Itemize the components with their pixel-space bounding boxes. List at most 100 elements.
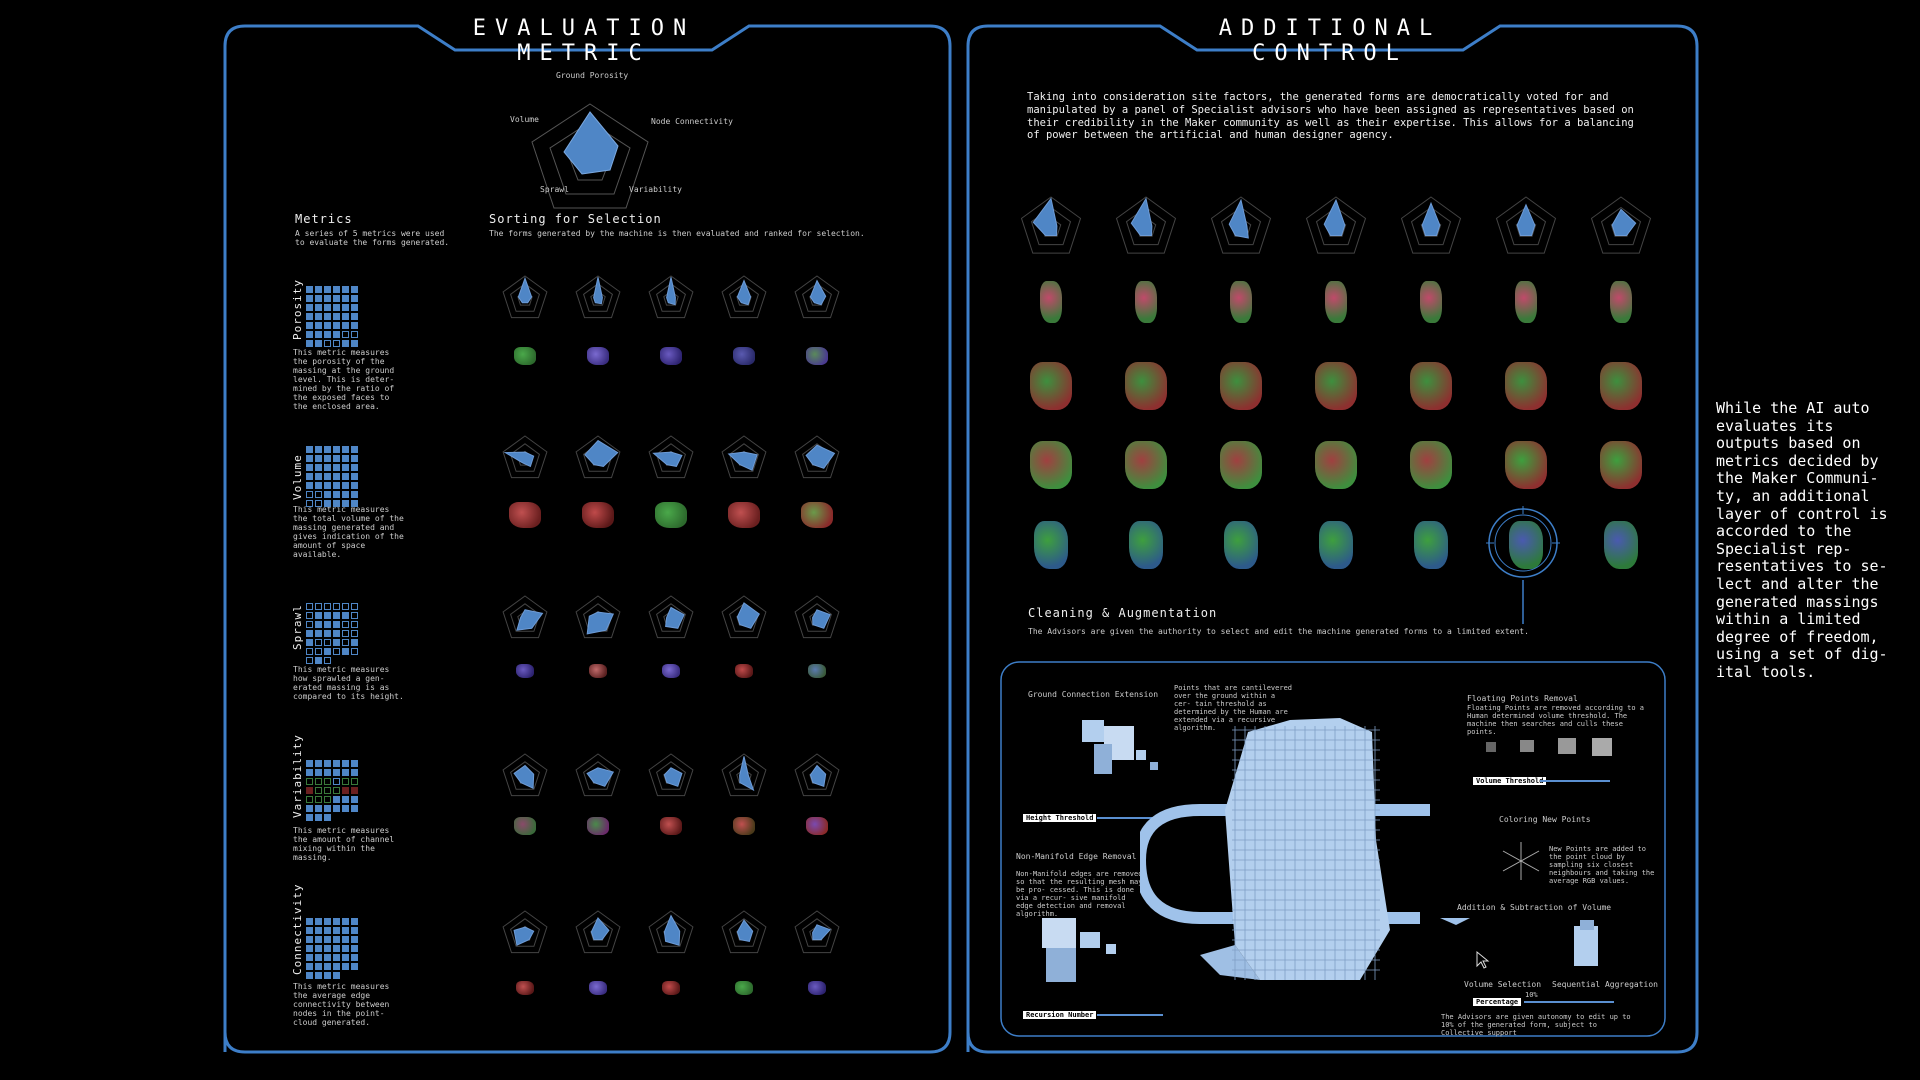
recursion-number-slider[interactable] xyxy=(1097,1014,1163,1016)
mini-radar-chart xyxy=(721,595,767,639)
tool-coloring-title: Coloring New Points xyxy=(1499,815,1591,824)
volume-threshold-label: Volume Threshold xyxy=(1473,777,1547,785)
metric-icon-grid xyxy=(306,286,358,347)
mini-radar-chart xyxy=(1400,196,1462,254)
mini-radar-chart xyxy=(648,910,694,954)
massing-thumbnail[interactable] xyxy=(660,817,682,835)
massing-thumbnail[interactable] xyxy=(801,502,833,528)
massing-thumbnail[interactable] xyxy=(806,817,828,835)
mini-radar-chart xyxy=(575,275,621,319)
massing-thumbnail[interactable] xyxy=(1509,521,1543,569)
massing-thumbnail[interactable] xyxy=(589,981,607,996)
massing-thumbnail[interactable] xyxy=(1420,281,1442,323)
intro-text: Taking into consideration site factors, … xyxy=(1027,91,1634,142)
massing-thumbnail[interactable] xyxy=(1030,441,1072,489)
massing-thumbnail[interactable] xyxy=(516,664,534,679)
radar-label-ground-porosity: Ground Porosity xyxy=(556,71,629,80)
mini-radar-chart xyxy=(575,753,621,797)
massing-thumbnail[interactable] xyxy=(728,502,760,528)
coloring-neighbours-icon xyxy=(1502,842,1540,880)
height-threshold-label: Height Threshold xyxy=(1023,814,1097,822)
massing-thumbnail[interactable] xyxy=(733,817,755,835)
massing-thumbnail[interactable] xyxy=(514,347,536,365)
percentage-value: 10% xyxy=(1525,991,1538,999)
massing-thumbnail[interactable] xyxy=(1315,362,1357,410)
massing-thumbnail[interactable] xyxy=(1220,362,1262,410)
cleaning-description: The Advisors are given the authority to … xyxy=(1028,627,1529,636)
massing-thumbnail[interactable] xyxy=(1414,521,1448,569)
right-panel-title: ADDITIONAL CONTROL xyxy=(1218,16,1442,66)
massing-thumbnail[interactable] xyxy=(1315,441,1357,489)
massing-thumbnail[interactable] xyxy=(806,347,828,365)
metrics-heading: Metrics xyxy=(295,212,353,226)
metric-label-sprawl: Sprawl xyxy=(291,604,304,650)
mini-radar-chart xyxy=(648,435,694,479)
volume-threshold-slider[interactable] xyxy=(1540,780,1610,782)
massing-thumbnail[interactable] xyxy=(1319,521,1353,569)
mini-radar-chart xyxy=(648,595,694,639)
massing-thumbnail[interactable] xyxy=(589,664,607,679)
massing-thumbnail[interactable] xyxy=(514,817,536,835)
massing-thumbnail[interactable] xyxy=(1125,441,1167,489)
massing-thumbnail[interactable] xyxy=(1220,441,1262,489)
massing-thumbnail[interactable] xyxy=(655,502,687,528)
metric-desc-porosity: This metric measures the porosity of the… xyxy=(293,348,395,411)
massing-thumbnail[interactable] xyxy=(1600,362,1642,410)
massing-thumbnail[interactable] xyxy=(1325,281,1347,323)
mini-radar-chart xyxy=(794,435,840,479)
sequential-aggregation-inset xyxy=(1574,920,1598,966)
massing-thumbnail[interactable] xyxy=(1030,362,1072,410)
massing-thumbnail[interactable] xyxy=(808,664,826,679)
massing-thumbnail[interactable] xyxy=(587,347,609,365)
mini-radar-chart xyxy=(502,910,548,954)
massing-thumbnail[interactable] xyxy=(1135,281,1157,323)
massing-thumbnail[interactable] xyxy=(1230,281,1252,323)
massing-thumbnail[interactable] xyxy=(1410,362,1452,410)
massing-thumbnail[interactable] xyxy=(1125,362,1167,410)
massing-thumbnail[interactable] xyxy=(1505,441,1547,489)
massing-thumbnail[interactable] xyxy=(662,981,680,996)
massing-thumbnail[interactable] xyxy=(582,502,614,528)
massing-thumbnail[interactable] xyxy=(1040,281,1062,323)
massing-thumbnail[interactable] xyxy=(735,664,753,679)
height-threshold-slider[interactable] xyxy=(1097,817,1163,819)
massing-thumbnail[interactable] xyxy=(509,502,541,528)
tool-floating-title: Floating Points Removal xyxy=(1467,694,1578,703)
percentage-slider[interactable] xyxy=(1524,1001,1614,1003)
massing-thumbnail[interactable] xyxy=(660,347,682,365)
massing-thumbnail[interactable] xyxy=(1410,441,1452,489)
volume-selection-label: Volume Selection xyxy=(1464,980,1542,989)
mini-radar-chart xyxy=(502,595,548,639)
massing-thumbnail[interactable] xyxy=(1224,521,1258,569)
radar-label-volume: Volume xyxy=(510,115,539,124)
massing-thumbnail[interactable] xyxy=(1505,362,1547,410)
massing-thumbnail[interactable] xyxy=(1604,521,1638,569)
left-panel-title: EVALUATION METRIC xyxy=(472,16,696,66)
main-radar-fill xyxy=(563,111,619,175)
massing-thumbnail[interactable] xyxy=(516,981,534,996)
mini-radar-chart xyxy=(794,275,840,319)
radar-label-node-connectivity: Node Connectivity xyxy=(651,117,733,126)
massing-thumbnail[interactable] xyxy=(1610,281,1632,323)
metric-label-porosity: Porosity xyxy=(291,279,304,340)
massing-thumbnail[interactable] xyxy=(587,817,609,835)
tool-floating-desc: Floating Points are removed according to… xyxy=(1467,704,1645,736)
tool-non-manifold-desc: Non-Manifold edges are removed so that t… xyxy=(1016,870,1143,918)
massing-thumbnail[interactable] xyxy=(735,981,753,996)
metric-icon-grid xyxy=(306,760,358,821)
massing-thumbnail[interactable] xyxy=(733,347,755,365)
tool-non-manifold-title: Non-Manifold Edge Removal xyxy=(1016,852,1137,861)
mini-radar-chart xyxy=(648,275,694,319)
massing-thumbnail[interactable] xyxy=(1129,521,1163,569)
massing-thumbnail[interactable] xyxy=(662,664,680,679)
metric-label-volume: Volume xyxy=(291,454,304,500)
tool-ground-extension-title: Ground Connection Extension xyxy=(1028,690,1159,699)
massing-thumbnail[interactable] xyxy=(808,981,826,996)
metric-icon-grid xyxy=(306,918,358,979)
massing-thumbnail[interactable] xyxy=(1600,441,1642,489)
massing-thumbnail[interactable] xyxy=(1515,281,1537,323)
massing-thumbnail[interactable] xyxy=(1034,521,1068,569)
metric-desc-connectivity: This metric measures the average edge co… xyxy=(293,982,390,1027)
mini-radar-chart xyxy=(648,753,694,797)
